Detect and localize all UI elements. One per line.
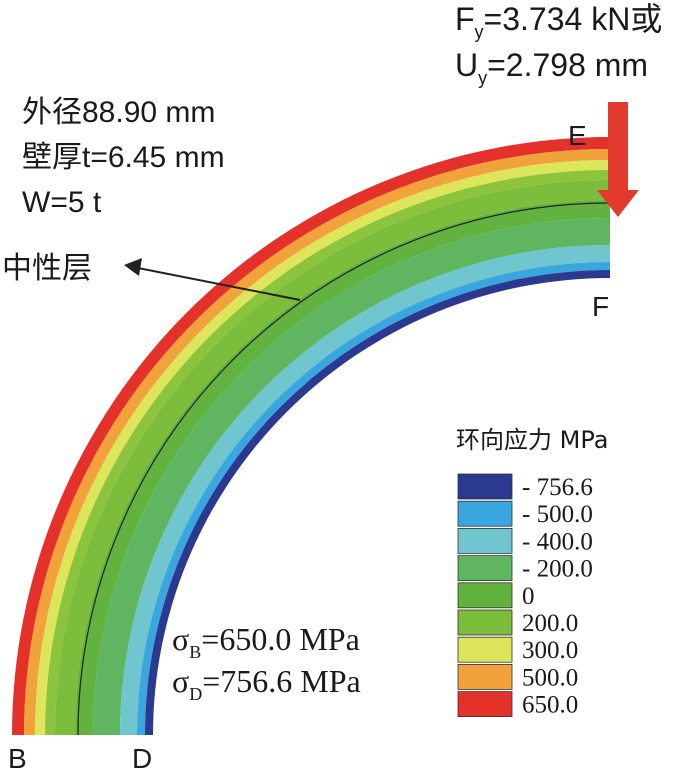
sigma-d-label: σD=756.6 MPa — [172, 663, 361, 704]
neutral-layer-label: 中性层 — [2, 251, 92, 286]
point-f-label: F — [592, 291, 609, 322]
wall-thickness-label: 壁厚t=6.45 mm — [22, 141, 225, 174]
legend-label: 300.0 — [522, 637, 578, 664]
legend-swatch — [457, 582, 513, 609]
legend: 环向应力 MPa - 756.6- 500.0- 400.0- 200.0020… — [456, 426, 608, 719]
legend-label: - 200.0 — [522, 556, 593, 583]
legend-label: 200.0 — [522, 610, 578, 637]
legend-swatch — [457, 500, 513, 527]
legend-title: 环向应力 MPa — [456, 426, 608, 454]
legend-swatch — [457, 636, 513, 663]
legend-swatch — [457, 473, 513, 500]
point-e-label: E — [568, 120, 587, 151]
width-label: W=5 t — [22, 186, 102, 219]
load-arrow — [597, 102, 639, 217]
legend-swatch — [457, 664, 513, 690]
point-d-label: D — [132, 743, 152, 774]
legend-label: 500.0 — [522, 664, 578, 691]
legend-label: - 400.0 — [522, 528, 593, 555]
outer-diameter-label: 外径88.90 mm — [22, 96, 215, 129]
legend-swatch — [457, 528, 513, 554]
neutral-layer-line — [77, 202, 611, 736]
legend-label: 0 — [522, 583, 535, 610]
displacement-label: Uy=2.798 mm — [455, 47, 648, 88]
legend-label: - 500.0 — [522, 501, 593, 528]
point-b-label: B — [8, 743, 27, 774]
legend-swatch — [457, 609, 513, 636]
neutral-layer-pointer — [124, 258, 301, 301]
legend-label: - 756.6 — [522, 474, 593, 501]
sigma-b-label: σB=650.0 MPa — [172, 621, 360, 662]
legend-swatch — [457, 691, 513, 717]
legend-label: 650.0 — [522, 692, 578, 719]
legend-swatch — [457, 555, 513, 581]
force-label: Fy=3.734 kN或 — [455, 1, 662, 42]
